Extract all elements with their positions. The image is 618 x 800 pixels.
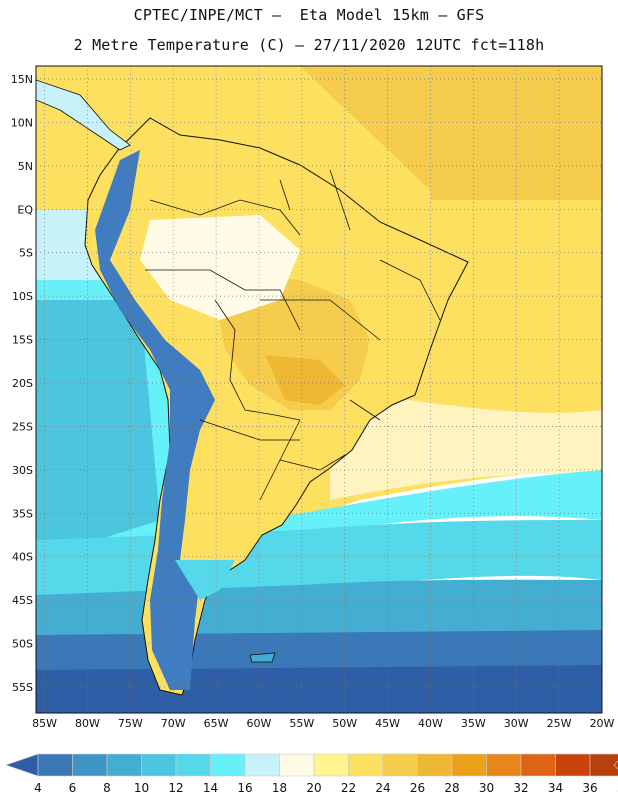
colorbar-label: 34 <box>548 781 563 795</box>
colorbar-label: 32 <box>513 781 528 795</box>
colorbar-box <box>175 753 211 777</box>
latitude-label: 5N <box>18 160 33 173</box>
latitude-label: 45S <box>12 594 33 607</box>
colorbar-box <box>141 753 177 777</box>
colorbar-label: 22 <box>341 781 356 795</box>
latitude-label: 10S <box>12 290 33 303</box>
latitude-label: 25S <box>12 420 33 433</box>
colorbar-box <box>520 753 556 777</box>
longitude-label: 75W <box>118 717 143 730</box>
andes-cold-ridge <box>95 150 215 690</box>
land-hottest-core <box>265 355 345 405</box>
longitude-label: 40W <box>418 717 443 730</box>
colorbar-box <box>72 753 108 777</box>
longitude-label: 65W <box>204 717 229 730</box>
colorbar-label: 38 <box>617 781 618 795</box>
land-central-america <box>36 79 131 151</box>
ocean-band-pale <box>330 390 602 500</box>
latitude-label: EQ <box>17 203 33 216</box>
colorbar-label: 30 <box>479 781 494 795</box>
latitude-label: 20S <box>12 377 33 390</box>
longitude-labels: 85W 80W 75W 70W 65W 60W 55W 50W 45W 40W 35W 30W 25W 2… <box>32 717 614 730</box>
colorbar-label: 36 <box>582 781 597 795</box>
colorbar-box <box>486 753 522 777</box>
colorbar-box <box>589 753 618 777</box>
latitude-label: 50S <box>12 638 33 651</box>
longitude-label: 35W <box>461 717 486 730</box>
colorbar-label: 28 <box>444 781 459 795</box>
colorbar-box <box>348 753 384 777</box>
longitude-label: 85W <box>32 717 57 730</box>
colorbar-box <box>451 753 487 777</box>
longitude-label: 25W <box>547 717 572 730</box>
latitude-label: 15S <box>12 334 33 347</box>
map-frame <box>35 65 603 714</box>
colorbar-box <box>37 753 73 777</box>
latitude-label: 15N <box>11 73 33 86</box>
colorbar-label: 10 <box>134 781 149 795</box>
latitude-label: 10N <box>11 116 33 129</box>
title-line-2: 2 Metre Temperature (C) – 27/11/2020 12U… <box>73 36 545 54</box>
latitude-label: 35S <box>12 507 33 520</box>
latitude-label: 5S <box>19 247 33 260</box>
colorbar-label: 6 <box>69 781 77 795</box>
longitude-label: 45W <box>375 717 400 730</box>
colorbar-label: 4 <box>34 781 42 795</box>
ocean-band-teal <box>36 300 160 560</box>
land-falklands <box>249 652 276 663</box>
longitude-label: 70W <box>161 717 186 730</box>
longitude-label: 30W <box>504 717 529 730</box>
colorbar-label: 18 <box>272 781 287 795</box>
colorbar-label: 8 <box>103 781 111 795</box>
longitude-label: 55W <box>289 717 314 730</box>
map-field <box>36 66 602 713</box>
latitude-label: 30S <box>12 464 33 477</box>
ocean-band-deepest <box>36 665 602 713</box>
colorbar-box <box>313 753 349 777</box>
colorbar-label: 12 <box>168 781 183 795</box>
colorbar-box <box>244 753 280 777</box>
colorbar-box <box>106 753 142 777</box>
longitude-label: 20W <box>590 717 615 730</box>
colorbar-label: 24 <box>375 781 390 795</box>
colorbar-box <box>417 753 453 777</box>
andes-cyan-flank <box>175 560 235 600</box>
title-line-1: CPTEC/INPE/MCT – Eta Model 15km – GFS <box>133 6 485 24</box>
longitude-label: 50W <box>332 717 357 730</box>
colorbar-box <box>279 753 315 777</box>
colorbar-label: 26 <box>410 781 425 795</box>
country-borders <box>145 169 441 501</box>
longitude-label: 80W <box>75 717 100 730</box>
latitude-labels: 15N 10N 5N EQ 5S 10S 15S 20S 25S 30S 35S 40S 45S 50S 5… <box>11 73 34 694</box>
colorbar-label: 20 <box>306 781 321 795</box>
colorbar-label: 16 <box>237 781 252 795</box>
colorbar-right-arrow <box>613 760 618 770</box>
colorbar: 4 6 8 10 12 14 16 18 20 22 24 26 28 30 32 34 36 38 <box>5 753 618 795</box>
latitude-label: 40S <box>12 551 33 564</box>
land-mild-amazon <box>140 215 300 320</box>
latitude-label: 55S <box>12 681 33 694</box>
colorbar-label: 14 <box>203 781 218 795</box>
colorbar-box <box>382 753 418 777</box>
colorbar-left-arrow <box>5 753 39 777</box>
longitude-label: 60W <box>247 717 272 730</box>
colorbar-box <box>555 753 591 777</box>
colorbar-box <box>210 753 246 777</box>
